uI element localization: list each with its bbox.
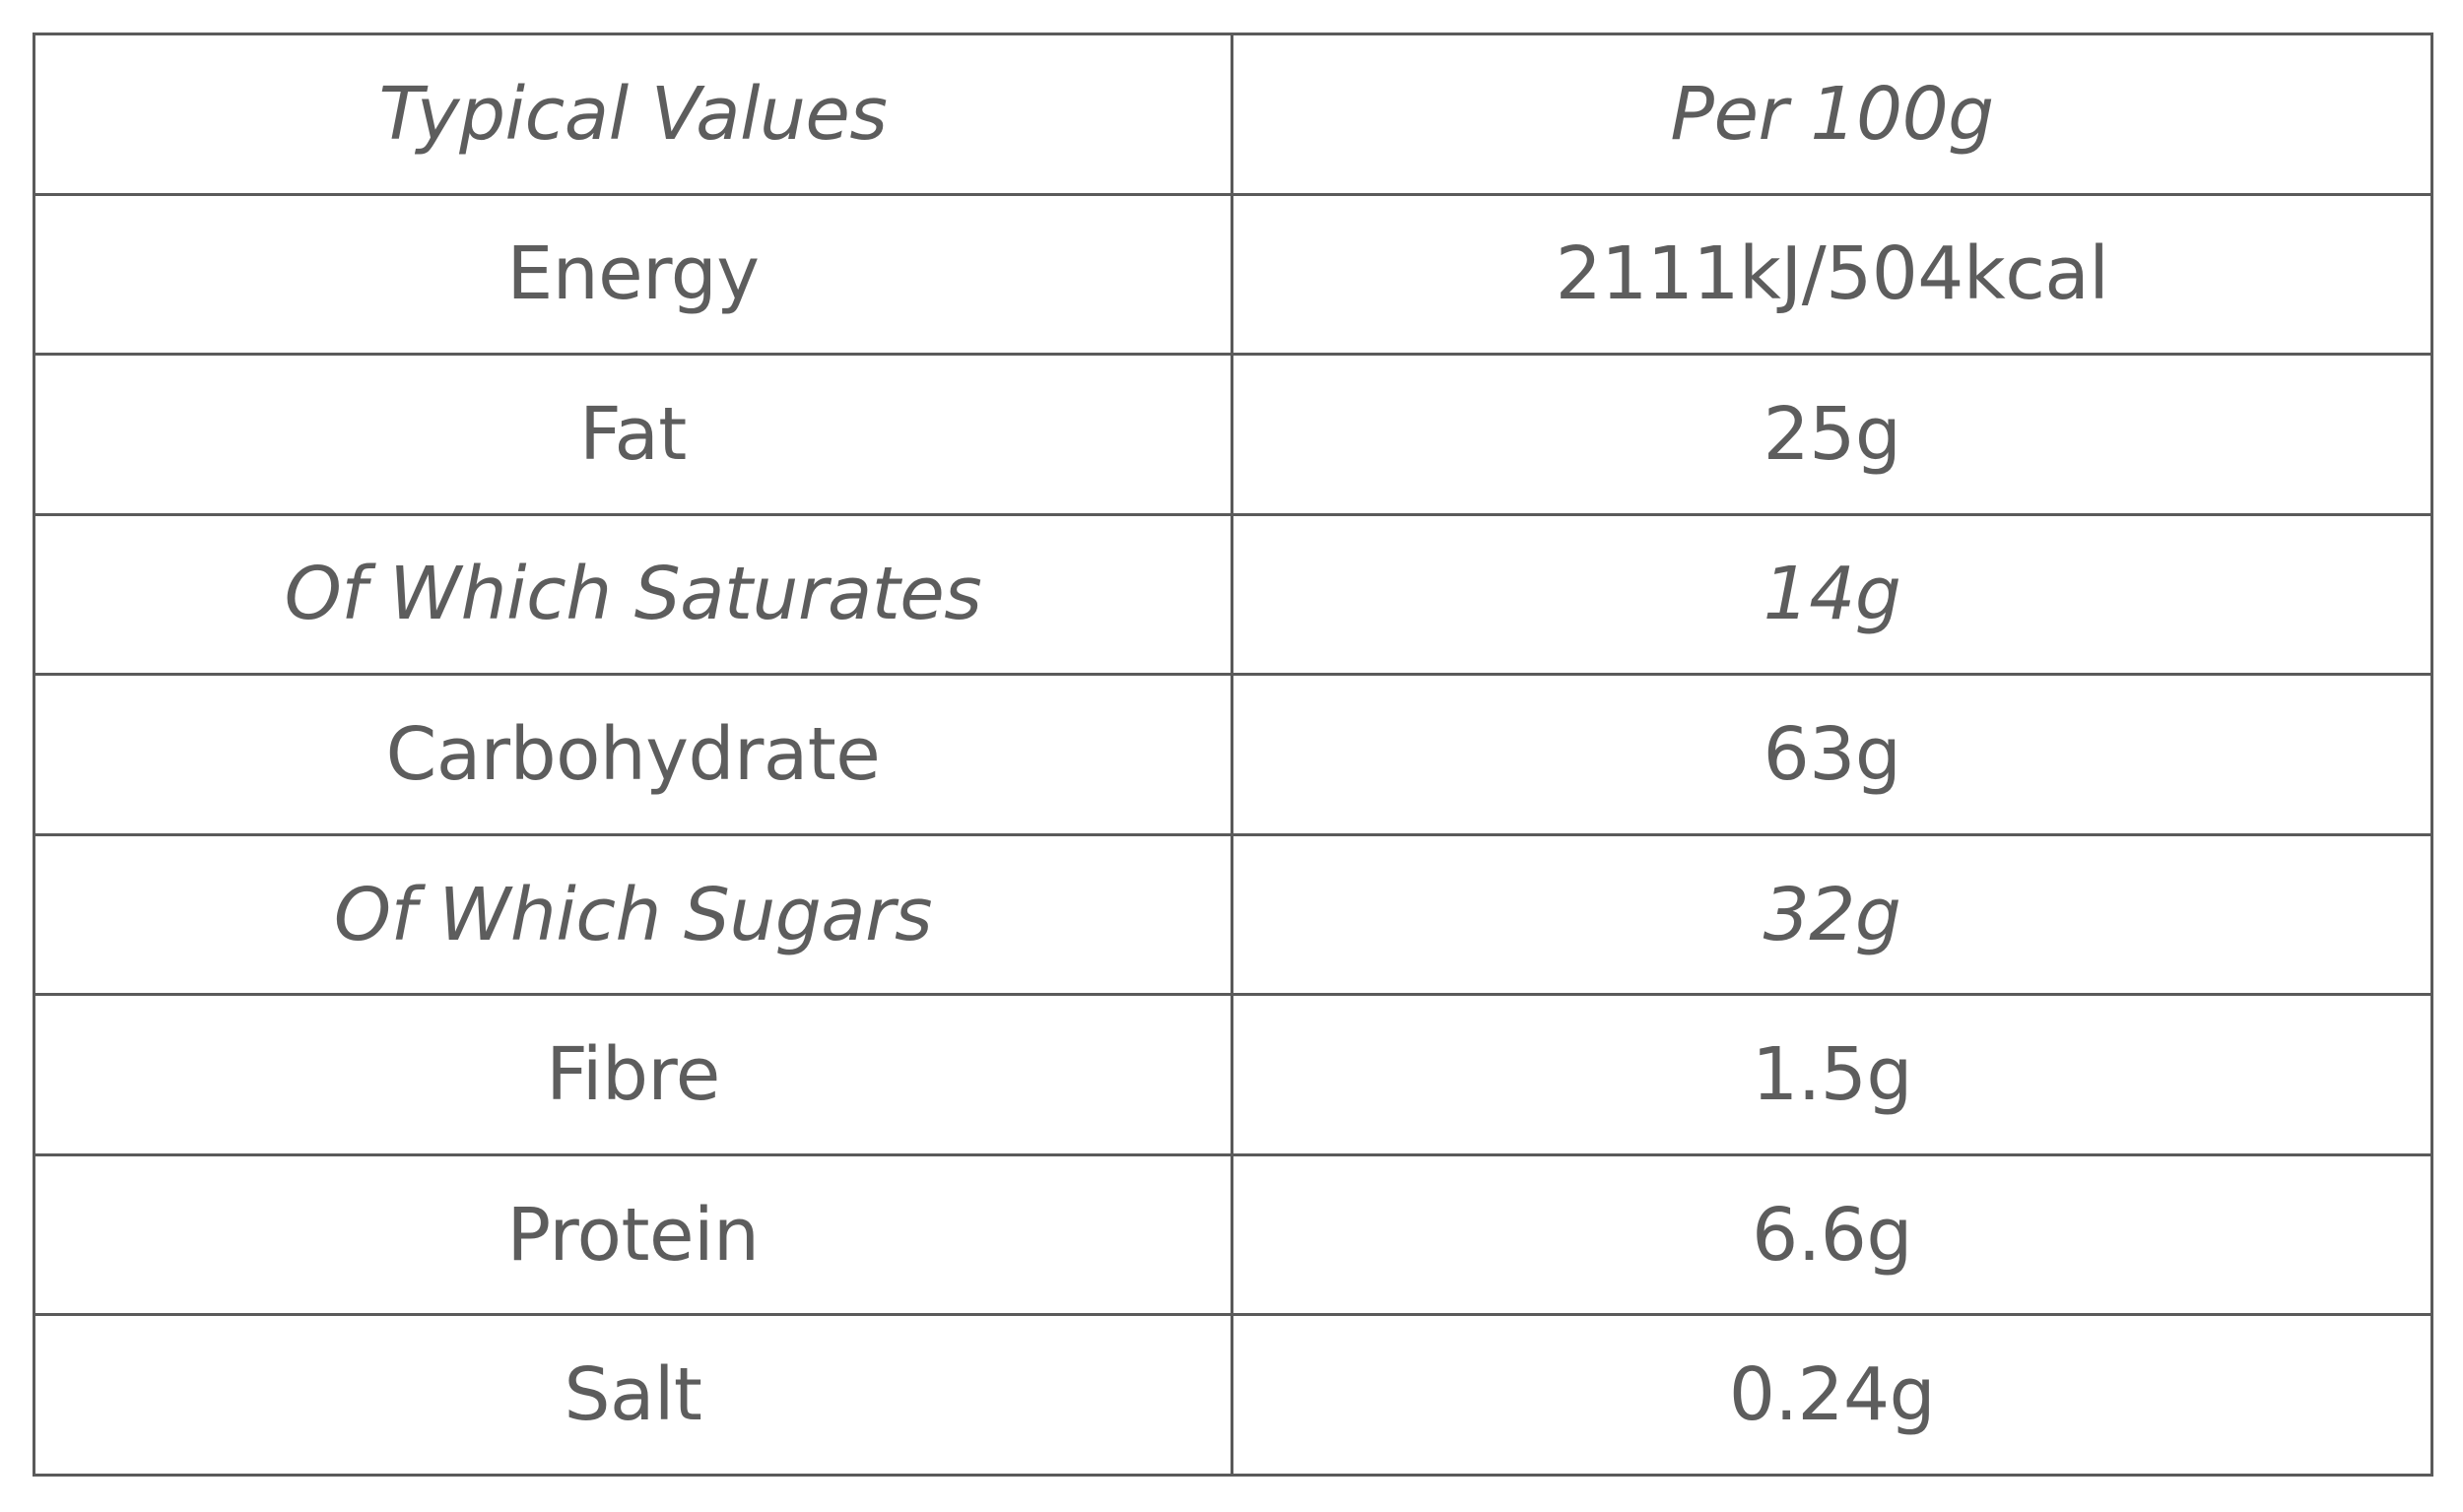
nutrient-value: 6.6g	[1231, 1152, 2433, 1317]
nutrient-label: Of Which Sugars	[33, 832, 1233, 997]
nutrient-label: Carbohydrate	[33, 673, 1233, 836]
nutrient-value: 1.5g	[1231, 993, 2433, 1156]
nutrient-label: Fibre	[33, 993, 1233, 1156]
header-typical-values: Typical Values	[33, 33, 1233, 196]
table-row-sugars: Of Which Sugars 32g	[33, 832, 2433, 997]
table-row-energy: Energy 2111kJ/504kcal	[33, 192, 2433, 357]
nutrient-value: 25g	[1231, 353, 2433, 516]
nutrient-value: 0.24g	[1231, 1313, 2433, 1477]
nutrient-label: Energy	[33, 192, 1233, 357]
table-row-carbohydrate: Carbohydrate 63g	[33, 673, 2433, 836]
header-per-100g: Per 100g	[1231, 33, 2433, 196]
table-row-salt: Salt 0.24g	[33, 1313, 2433, 1477]
nutrient-label: Fat	[33, 353, 1233, 516]
nutrient-value: 2111kJ/504kcal	[1231, 192, 2433, 357]
table-header-row: Typical Values Per 100g	[33, 33, 2433, 196]
nutrition-table: Typical Values Per 100g Energy 2111kJ/50…	[33, 33, 2433, 1477]
nutrient-value: 63g	[1231, 673, 2433, 836]
nutrient-label: Of Which Saturates	[33, 512, 1233, 677]
nutrient-label: Salt	[33, 1313, 1233, 1477]
nutrient-value: 32g	[1231, 832, 2433, 997]
nutrient-value: 14g	[1231, 512, 2433, 677]
table-row-fat: Fat 25g	[33, 353, 2433, 516]
nutrient-label: Protein	[33, 1152, 1233, 1317]
table-row-protein: Protein 6.6g	[33, 1152, 2433, 1317]
table-row-fibre: Fibre 1.5g	[33, 993, 2433, 1156]
table-row-saturates: Of Which Saturates 14g	[33, 512, 2433, 677]
